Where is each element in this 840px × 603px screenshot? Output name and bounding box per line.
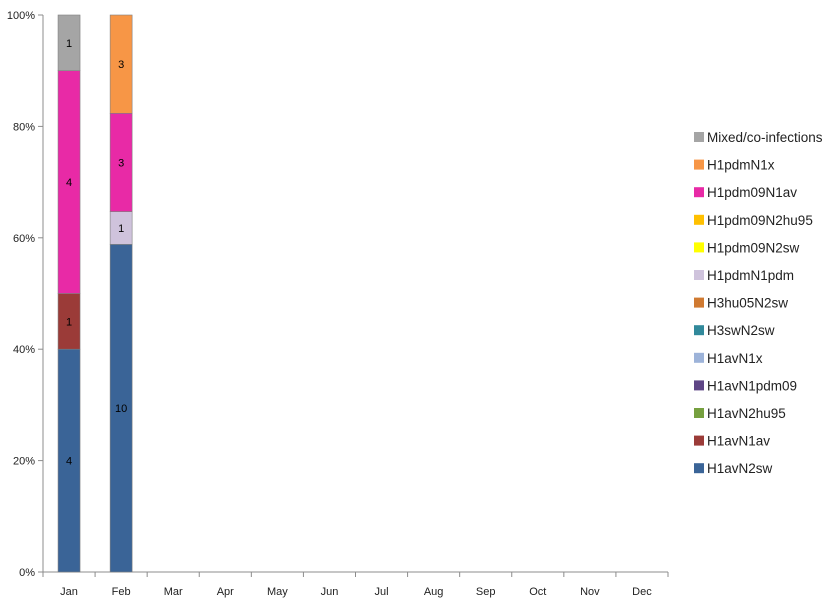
legend-swatch (694, 463, 704, 474)
legend-swatch (694, 380, 704, 391)
legend-label: H1avN1x (707, 351, 763, 366)
y-tick-label: 100% (7, 10, 35, 22)
x-tick-label: Apr (217, 586, 234, 598)
x-tick-label: May (267, 586, 288, 598)
legend-swatch (694, 297, 704, 308)
x-tick-label: Mar (164, 586, 183, 598)
data-label: 3 (118, 157, 124, 169)
legend-label: H1avN2sw (707, 461, 773, 476)
legend-label: H1pdmN1x (707, 158, 775, 173)
y-tick-label: 20% (13, 456, 35, 468)
bar-segment (57, 14, 81, 72)
data-label: 4 (66, 177, 72, 189)
data-label: 3 (118, 59, 124, 71)
legend-swatch (694, 270, 704, 280)
legend-swatch (694, 435, 704, 446)
x-tick-label: Nov (580, 586, 600, 598)
legend-label: H1pdm09N2hu95 (707, 213, 813, 228)
legend-swatch (694, 408, 704, 418)
legend-swatch (694, 242, 704, 253)
x-tick-label: Jun (321, 586, 339, 598)
y-tick-label: 60% (13, 233, 35, 245)
legend-swatch (694, 159, 704, 170)
data-label: 1 (66, 316, 72, 328)
data-label: 10 (115, 403, 127, 415)
x-tick-label: Jul (375, 586, 389, 598)
legend: Mixed/co-infections H1pdmN1x H1pdm09N1av H1… (694, 130, 823, 476)
data-label: 4 (66, 456, 72, 468)
x-tick-label: Jan (60, 586, 78, 598)
y-tick-label: 40% (13, 344, 35, 356)
legend-swatch (694, 325, 704, 336)
plot-area: 0% 20% 40% 60% 80% 100% Jan Feb Mar Apr May Jun Jul A… (7, 10, 669, 598)
legend-label: H1avN1pdm09 (707, 378, 797, 393)
legend-label: H1avN1av (707, 434, 770, 449)
y-tick-label: 80% (13, 121, 35, 133)
x-tick-label: Sep (476, 586, 496, 598)
legend-swatch (694, 352, 704, 363)
data-label: 1 (66, 38, 72, 50)
legend-swatch (694, 132, 704, 142)
legend-label: H1pdmN1pdm (707, 268, 794, 283)
legend-swatch (694, 187, 704, 198)
legend-label: H1avN2hu95 (707, 406, 786, 421)
x-tick-label: Oct (529, 586, 546, 598)
y-tick-label: 0% (19, 567, 35, 579)
x-tick-label: Dec (632, 586, 652, 598)
x-tick-label: Feb (112, 586, 131, 598)
data-label: 1 (118, 223, 124, 235)
legend-label: H1pdm09N1av (707, 185, 797, 200)
bar-segment (109, 14, 133, 114)
legend-label: H1pdm09N2sw (707, 240, 800, 255)
legend-swatch (694, 214, 704, 225)
legend-label: Mixed/co-infections (707, 130, 823, 145)
x-tick-label: Aug (424, 586, 444, 598)
legend-label: H3swN2sw (707, 323, 775, 338)
legend-label: H3hu05N2sw (707, 296, 788, 311)
